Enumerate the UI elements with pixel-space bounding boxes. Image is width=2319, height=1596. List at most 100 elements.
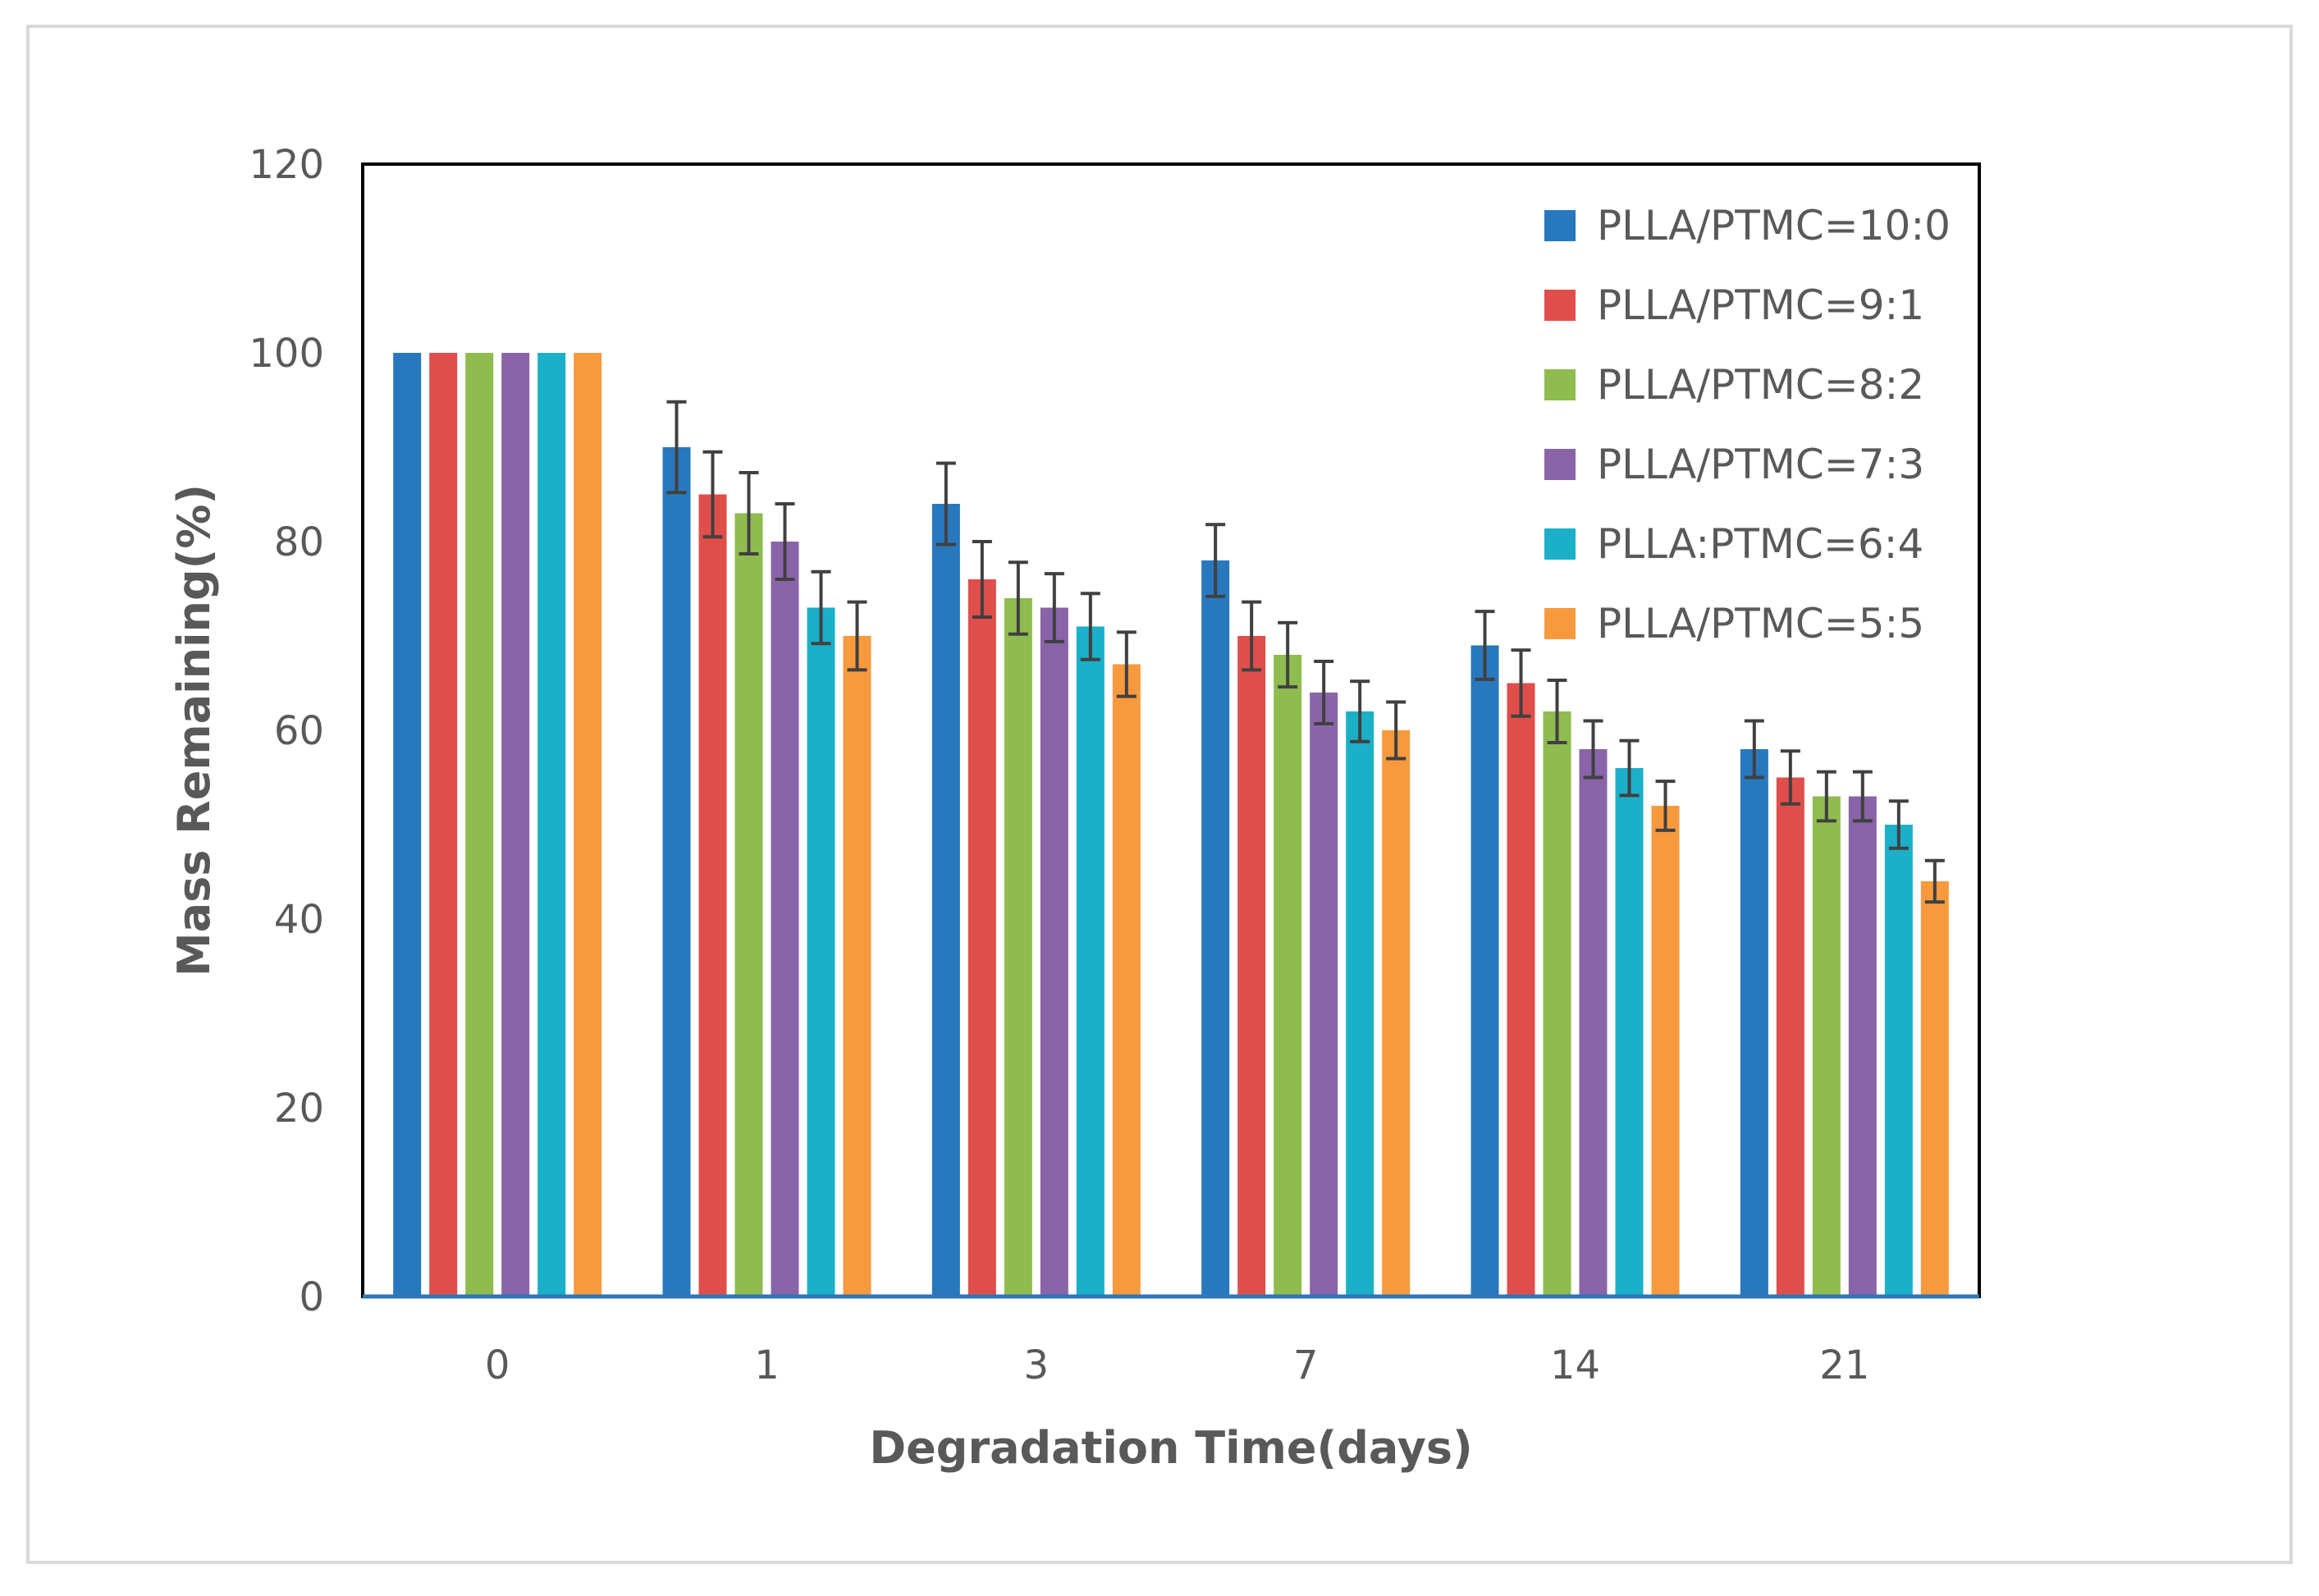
bar: [662, 447, 691, 1296]
x-tick-label: 1: [754, 1342, 780, 1388]
error-bar: [1655, 780, 1676, 832]
y-tick-label: 80: [274, 519, 324, 565]
legend-item: PLLA/PTMC=7:3: [1544, 441, 1924, 488]
bar: [574, 353, 602, 1296]
bar: [771, 542, 799, 1296]
error-bar: [972, 540, 992, 619]
legend-item: PLLA/PTMC=9:1: [1544, 281, 1924, 329]
error-bar: [1475, 610, 1495, 681]
error-bar: [1619, 739, 1640, 798]
error-bar: [1780, 749, 1800, 806]
bar: [1076, 626, 1105, 1296]
bar: [465, 353, 494, 1296]
x-tick-label: 7: [1293, 1342, 1319, 1388]
error-bar: [1242, 600, 1262, 672]
bar: [1884, 825, 1913, 1296]
bar: [501, 353, 530, 1296]
error-bar: [775, 502, 795, 581]
bar: [1310, 693, 1338, 1296]
error-bar: [1386, 700, 1406, 761]
error-bar: [847, 600, 867, 672]
y-tick-label: 40: [274, 897, 324, 943]
legend: PLLA/PTMC=10:0 PLLA/PTMC=9:1 PLLA/PTMC=8:2…: [1544, 202, 1951, 647]
error-bar: [702, 450, 723, 539]
legend-item: PLLA:PTMC=6:4: [1544, 520, 1923, 568]
legend-swatch: [1544, 608, 1576, 639]
x-tick-label: 21: [1819, 1342, 1869, 1388]
y-axis-label: Mass Remaining(%): [168, 484, 220, 976]
error-bar: [1278, 620, 1298, 689]
error-bar: [1816, 770, 1836, 823]
legend-item: PLLA/PTMC=10:0: [1544, 202, 1951, 249]
x-tick-label: 14: [1550, 1342, 1600, 1388]
legend-label: PLLA/PTMC=10:0: [1597, 202, 1951, 249]
legend-label: PLLA/PTMC=8:2: [1597, 361, 1924, 409]
error-bar: [811, 569, 831, 646]
bar: [698, 494, 727, 1296]
legend-label: PLLA/PTMC=5:5: [1597, 600, 1924, 647]
x-tick-labels: 0 1 3 7 14 21: [485, 1342, 1869, 1388]
y-tick-label: 120: [249, 142, 324, 188]
error-bar: [1205, 523, 1226, 598]
bar: [807, 607, 835, 1296]
legend-label: PLLA/PTMC=9:1: [1597, 281, 1924, 329]
bar: [1740, 749, 1768, 1296]
error-bar: [666, 400, 687, 495]
error-bar: [1852, 770, 1873, 823]
bar: [1274, 655, 1302, 1296]
legend-item: PLLA/PTMC=8:2: [1544, 361, 1924, 409]
bar: [1040, 607, 1068, 1296]
error-bar: [1583, 719, 1603, 780]
error-bar: [1044, 572, 1064, 643]
bar: [1543, 711, 1571, 1296]
bar: [393, 353, 422, 1296]
x-tick-label: 3: [1024, 1342, 1050, 1388]
error-bar: [1924, 858, 1945, 904]
bar: [1471, 645, 1499, 1296]
error-bar: [1350, 679, 1370, 743]
bar: [1615, 768, 1644, 1296]
bar: [1346, 711, 1374, 1296]
y-tick-label: 100: [249, 331, 324, 377]
y-tick-label: 0: [299, 1274, 324, 1320]
legend-swatch: [1544, 449, 1576, 480]
error-bar: [935, 461, 956, 546]
bar: [1920, 881, 1949, 1296]
y-tick-label: 20: [274, 1086, 324, 1132]
bar: [1237, 636, 1266, 1296]
legend-swatch: [1544, 528, 1576, 560]
legend-swatch: [1544, 210, 1576, 241]
error-bar: [1314, 660, 1334, 725]
bar: [1507, 683, 1535, 1296]
error-bar: [1511, 648, 1531, 718]
bar: [537, 353, 566, 1296]
bar: [1651, 806, 1680, 1296]
plot-area-border: [361, 162, 1981, 1298]
bar: [1776, 777, 1804, 1296]
bar: [1382, 730, 1411, 1296]
y-tick-labels: 0 20 40 60 80 100 120: [249, 142, 324, 1320]
error-bar: [1116, 630, 1137, 698]
bar: [429, 353, 458, 1296]
x-axis-label: Degradation Time(days): [869, 1422, 1472, 1474]
legend-swatch: [1544, 369, 1576, 400]
legend-swatch: [1544, 290, 1576, 321]
bar: [1812, 796, 1841, 1296]
error-bar: [1547, 679, 1567, 744]
bar: [1112, 664, 1141, 1296]
bar: [843, 636, 871, 1296]
legend-label: PLLA:PTMC=6:4: [1597, 520, 1923, 568]
error-bar: [1744, 719, 1764, 780]
error-bar: [1008, 560, 1028, 636]
error-bar: [739, 471, 759, 556]
bar: [734, 513, 763, 1296]
bar: [1579, 749, 1608, 1296]
x-tick-label: 0: [485, 1342, 510, 1388]
y-tick-label: 60: [274, 708, 324, 754]
bar: [967, 579, 996, 1296]
legend-item: PLLA/PTMC=5:5: [1544, 600, 1924, 647]
bar: [931, 504, 960, 1296]
legend-label: PLLA/PTMC=7:3: [1597, 441, 1924, 488]
bars: [393, 353, 1949, 1296]
